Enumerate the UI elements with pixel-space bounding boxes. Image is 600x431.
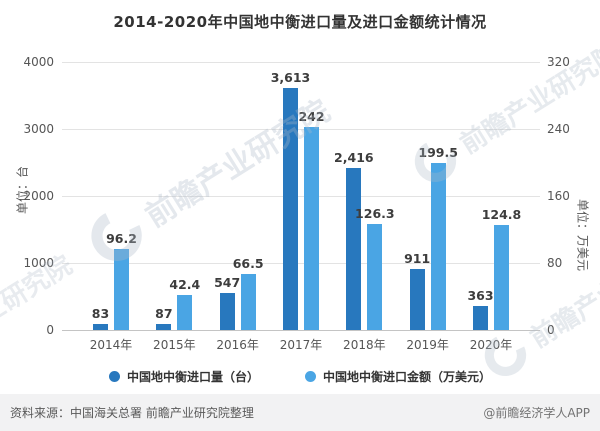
y-axis-tick-right: 240 [547,122,570,136]
bar-label-amount-2016年: 66.5 [232,256,264,272]
bar-amount-2018年 [367,224,383,330]
y-axis-tick-right: 320 [547,55,570,69]
y-axis-tick-left: 2000 [23,189,54,203]
y-axis-tick-right: 80 [547,256,563,270]
plot-area: 4000 320 3000 240 2000 160 1000 80 0 0 83 96.2 2014年… [23,55,569,352]
legend-dot-volume [108,370,120,382]
gridline [62,196,540,197]
legend-label-amount: 中国地中衡进口金额（万美元） [323,369,492,384]
gridline [62,263,540,264]
bar-label-amount-2017年: 242 [298,109,325,125]
x-axis-label: 2016年 [216,338,259,352]
left-axis-unit-label: 单位：台 [15,165,30,215]
bar-label-volume-2018年: 2,416 [334,150,374,166]
bar-label-volume-2015年: 87 [155,306,173,322]
legend-label-volume: 中国地中衡进口量（台） [126,369,259,384]
y-axis-tick-left: 0 [46,323,54,337]
bar-label-amount-2015年: 42.4 [169,276,201,292]
x-axis-label: 2020年 [469,338,513,352]
bar-label-volume-2017年: 3,613 [270,69,311,85]
legend-item-volume: 中国地中衡进口量（台） [108,368,259,385]
bar-amount-2014年 [114,249,129,330]
bar-volume-2014年 [93,324,108,330]
legend: 中国地中衡进口量（台） 中国地中衡进口金额（万美元） [0,366,600,386]
bar-volume-2017年 [282,87,298,330]
gridline [62,129,540,130]
bar-amount-2015年 [177,294,193,330]
bar-label-amount-2020年: 124.8 [481,207,522,223]
x-axis-label: 2017年 [279,338,323,352]
bar-label-volume-2014年: 83 [91,306,110,322]
x-axis-label: 2018年 [343,338,386,352]
bar-volume-2016年 [219,293,235,330]
bar-volume-2015年 [156,324,172,330]
x-axis-line [62,330,540,331]
legend-item-amount: 中国地中衡进口金额（万美元） [305,368,491,385]
bar-label-amount-2014年: 96.2 [106,231,137,247]
bar-label-volume-2020年: 363 [467,287,494,303]
x-axis-label: 2014年 [89,338,133,352]
y-axis-tick-left: 3000 [23,122,54,136]
y-axis-tick-left: 1000 [23,256,54,270]
legend-dot-amount [305,370,316,382]
bar-label-volume-2016年: 547 [214,275,241,291]
bar-amount-2020年 [493,225,509,330]
right-axis-unit-label: 单位：万美元 [575,198,590,272]
bar-label-amount-2018年: 126.3 [355,206,395,222]
bar-label-volume-2019年: 911 [404,250,431,266]
bar-amount-2019年 [430,162,446,330]
y-axis-tick-right: 0 [547,323,555,337]
bar-amount-2016年 [240,274,256,330]
bar-volume-2018年 [346,168,362,330]
bar-label-amount-2019年: 199.5 [418,144,458,160]
chart-title: 2014-2020年中国地中衡进口量及进口金额统计情况 [113,13,487,31]
bar-amount-2017年 [303,127,319,330]
y-axis-tick-right: 160 [547,189,570,203]
x-axis-label: 2015年 [153,338,196,352]
footer-bar: 资料来源：中国海关总署 前瞻产业研究院整理 @前瞻经济学人APP [0,394,600,431]
x-axis-label: 2019年 [406,338,449,352]
bar-volume-2020年 [472,305,488,330]
gridline [62,62,540,63]
credit-text: @前瞻经济学人APP [483,406,590,420]
y-axis-tick-left: 4000 [23,55,54,69]
bar-volume-2019年 [409,268,425,330]
data-source-text: 资料来源：中国海关总署 前瞻产业研究院整理 [10,406,254,420]
